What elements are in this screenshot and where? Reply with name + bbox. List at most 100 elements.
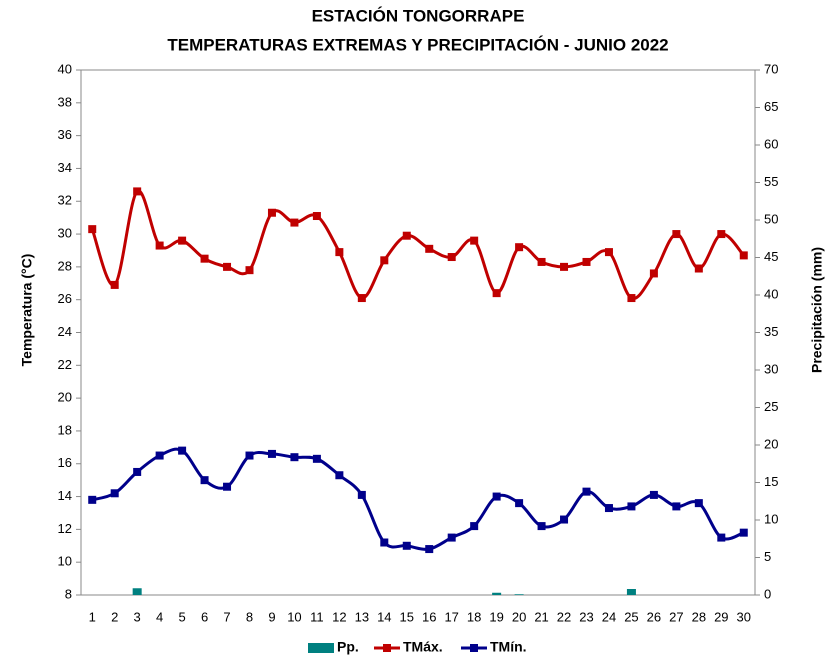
x-tick-label: 20	[512, 609, 526, 624]
marker	[290, 218, 299, 227]
bar	[626, 589, 636, 595]
marker	[470, 522, 479, 531]
marker	[357, 294, 366, 303]
y2-tick-label: 50	[764, 211, 778, 226]
marker	[627, 294, 636, 303]
marker	[335, 248, 344, 257]
marker	[717, 230, 726, 239]
marker	[582, 257, 591, 266]
marker	[694, 499, 703, 508]
y-tick-label: 8	[65, 586, 72, 601]
marker	[245, 451, 254, 460]
marker	[470, 236, 479, 245]
marker	[582, 487, 591, 496]
marker	[88, 495, 97, 504]
marker	[515, 499, 524, 508]
y-tick-label: 12	[58, 521, 72, 536]
marker	[739, 251, 748, 260]
marker	[402, 231, 411, 240]
y-tick-label: 30	[58, 226, 72, 241]
y2-tick-label: 0	[764, 586, 771, 601]
y-tick-label: 22	[58, 357, 72, 372]
marker	[88, 225, 97, 234]
y-tick-label: 24	[58, 324, 72, 339]
y2-tick-label: 35	[764, 324, 778, 339]
y-tick-label: 40	[58, 61, 72, 76]
legend-swatch	[308, 643, 334, 653]
marker	[155, 451, 164, 460]
x-tick-label: 22	[557, 609, 571, 624]
bar	[492, 592, 502, 595]
marker	[515, 243, 524, 252]
marker	[110, 280, 119, 289]
marker	[402, 541, 411, 550]
marker	[178, 236, 187, 245]
y2-tick-label: 20	[764, 436, 778, 451]
marker	[200, 476, 209, 485]
x-tick-label: 23	[579, 609, 593, 624]
marker	[110, 489, 119, 498]
marker	[694, 264, 703, 273]
marker	[604, 248, 613, 257]
marker	[492, 492, 501, 501]
x-tick-label: 12	[332, 609, 346, 624]
x-tick-label: 8	[246, 609, 253, 624]
y2-tick-label: 10	[764, 511, 778, 526]
y-tick-label: 38	[58, 94, 72, 109]
line	[91, 447, 745, 551]
line	[90, 189, 745, 300]
marker	[447, 253, 456, 262]
legend-swatch	[383, 644, 391, 652]
x-tick-label: 26	[647, 609, 661, 624]
marker	[425, 244, 434, 253]
x-tick-label: 1	[89, 609, 96, 624]
marker	[178, 446, 187, 455]
y2-tick-label: 25	[764, 399, 778, 414]
y2-tick-label: 55	[764, 174, 778, 189]
marker	[425, 545, 434, 554]
marker	[245, 266, 254, 275]
marker	[672, 502, 681, 511]
y2-tick-label: 30	[764, 361, 778, 376]
x-tick-label: 4	[156, 609, 163, 624]
marker	[380, 256, 389, 265]
marker	[223, 262, 232, 271]
y-tick-label: 34	[58, 160, 72, 175]
x-tick-label: 3	[134, 609, 141, 624]
x-tick-label: 17	[444, 609, 458, 624]
x-tick-label: 16	[422, 609, 436, 624]
x-tick-label: 6	[201, 609, 208, 624]
y-tick-label: 32	[58, 193, 72, 208]
marker	[133, 467, 142, 476]
y-tick-label: 14	[58, 488, 72, 503]
x-tick-label: 18	[467, 609, 481, 624]
marker	[200, 254, 209, 263]
y-tick-label: 20	[58, 390, 72, 405]
chart-subtitle: TEMPERATURAS EXTREMAS Y PRECIPITACIÓN - …	[167, 35, 668, 54]
y2-tick-label: 40	[764, 286, 778, 301]
y2-tick-label: 5	[764, 549, 771, 564]
y-tick-label: 36	[58, 127, 72, 142]
legend-swatch	[470, 644, 478, 652]
x-tick-label: 2	[111, 609, 118, 624]
y-tick-label: 16	[58, 455, 72, 470]
marker	[604, 504, 613, 513]
x-tick-label: 19	[489, 609, 503, 624]
marker	[560, 515, 569, 524]
marker	[717, 533, 726, 542]
x-tick-label: 25	[624, 609, 638, 624]
x-tick-label: 15	[400, 609, 414, 624]
marker	[312, 454, 321, 463]
x-tick-label: 29	[714, 609, 728, 624]
marker	[357, 490, 366, 499]
marker	[537, 522, 546, 531]
marker	[312, 212, 321, 221]
y2-tick-label: 70	[764, 61, 778, 76]
x-tick-label: 13	[355, 609, 369, 624]
x-tick-label: 10	[287, 609, 301, 624]
marker	[380, 538, 389, 547]
chart-title: ESTACIÓN TONGORRAPE	[312, 6, 525, 25]
marker	[672, 230, 681, 239]
